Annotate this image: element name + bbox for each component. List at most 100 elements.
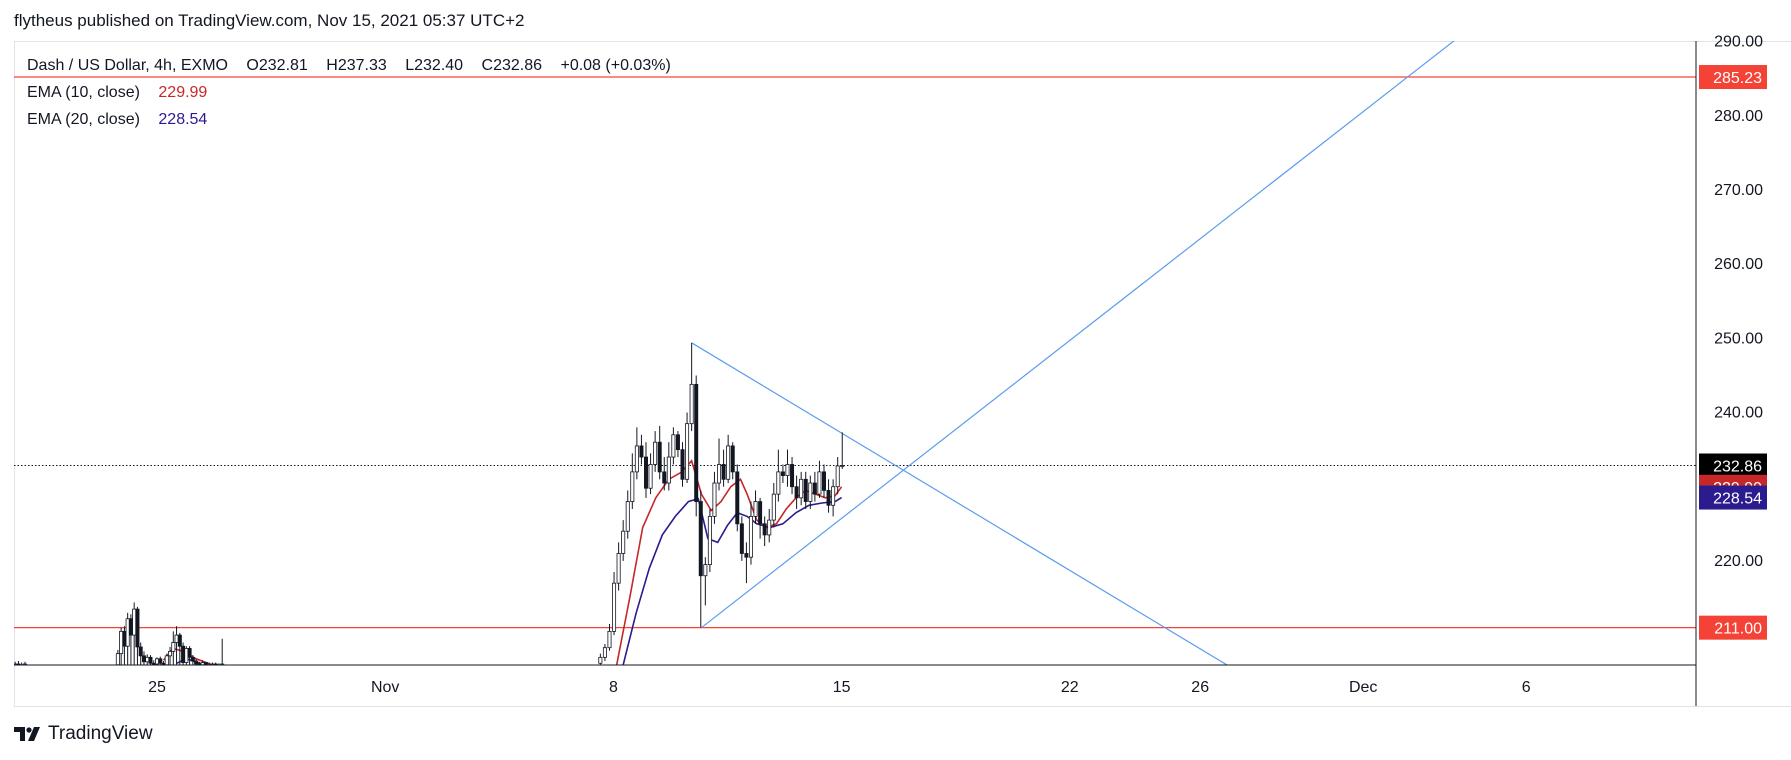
candle-body: [639, 445, 644, 458]
x-tick-label: 25: [148, 679, 166, 696]
x-tick-label: 26: [1191, 679, 1209, 696]
price-tag-0-bg: [1699, 453, 1767, 478]
candle-body: [826, 490, 831, 506]
candle-body: [662, 471, 667, 484]
candle-body: [145, 656, 150, 663]
level-price-tag-1-text: 211.00: [1714, 621, 1762, 638]
candle-body: [151, 662, 156, 665]
candle-body: [115, 653, 120, 665]
x-tick-label: 15: [833, 679, 851, 696]
candle-body: [10, 663, 13, 664]
footer-branding[interactable]: TradingView: [14, 722, 153, 746]
candle-body: [657, 441, 662, 473]
x-tick-label: 6: [1522, 679, 1531, 696]
candle-body: [785, 464, 790, 476]
candle-body: [703, 564, 708, 577]
candle-body: [194, 660, 199, 665]
ohlc-change: +0.08 (+0.03%): [560, 57, 671, 74]
candle-body: [141, 655, 146, 663]
candle-body: [730, 445, 735, 473]
candle-body: [790, 464, 795, 488]
ema20-legend-row[interactable]: EMA (20, close) 228.54: [27, 106, 671, 133]
candle-body: [148, 656, 153, 664]
price-tag-2-text: 228.54: [1713, 491, 1762, 508]
candle-body: [685, 423, 690, 480]
candle-body: [634, 445, 639, 473]
candle-body: [767, 519, 772, 536]
candle-body: [598, 656, 603, 664]
chart-legend: Dash / US Dollar, 4h, EXMO O232.81 H237.…: [27, 52, 671, 133]
candle-body: [138, 646, 143, 657]
candle-body: [817, 471, 822, 495]
plot-area: [10, 41, 1696, 665]
candle-body: [794, 486, 799, 499]
candle-body: [831, 486, 836, 506]
tradingview-logo-icon: [14, 727, 40, 741]
ema10-legend-row[interactable]: EMA (10, close) 229.99: [27, 79, 671, 106]
y-tick-label: 240.00: [1714, 405, 1763, 422]
candle-body: [735, 471, 740, 525]
candle-body: [835, 465, 840, 488]
candle-body: [621, 530, 626, 554]
candle-body: [803, 478, 808, 502]
brand-name: TradingView: [48, 723, 153, 744]
ohlc-close: C232.86: [481, 57, 543, 74]
candle-body: [203, 662, 208, 665]
candle-body: [181, 645, 186, 663]
candle-body: [164, 655, 169, 665]
candle-body: [771, 493, 776, 521]
candle-body: [653, 441, 658, 465]
candle-body: [612, 582, 617, 632]
candle-body: [119, 630, 124, 655]
x-tick-label: Nov: [371, 679, 399, 696]
candle-body: [799, 478, 804, 499]
candle-body: [125, 618, 130, 647]
candle-body: [602, 647, 607, 658]
candle-body: [717, 464, 722, 484]
level-price-tag-0-bg: [1699, 65, 1767, 90]
y-tick-label: 270.00: [1714, 182, 1763, 199]
candle-body: [177, 634, 182, 647]
candle-body: [648, 464, 653, 489]
price-tag-0-text: 232.86: [1713, 459, 1762, 476]
candle-body: [780, 471, 785, 476]
candle-body: [168, 650, 173, 657]
candle-body: [128, 618, 133, 636]
ema20-line: [622, 496, 843, 665]
candle-body: [671, 434, 676, 458]
candle-body: [675, 434, 680, 451]
candle-body: [607, 630, 612, 649]
candle-body: [758, 501, 763, 525]
price-chart[interactable]: 220.00230.00240.00250.00260.00270.00280.…: [0, 0, 1791, 720]
price-tag-2-bg: [1699, 485, 1767, 510]
symbol-ohlc-row: Dash / US Dollar, 4h, EXMO O232.81 H237.…: [27, 52, 671, 79]
candle-body: [689, 383, 694, 425]
ohlc-low: L232.40: [405, 57, 464, 74]
candle-body: [753, 501, 758, 517]
candle-body: [171, 642, 176, 652]
ohlc-high: H237.33: [326, 57, 387, 74]
candle-body: [666, 456, 671, 484]
candle-body: [154, 658, 159, 665]
ema20-value: 228.54: [158, 111, 208, 128]
candle-body: [762, 523, 767, 536]
x-tick-label: Dec: [1349, 679, 1377, 696]
ema10-value: 229.99: [158, 84, 208, 101]
candle-body: [184, 648, 189, 663]
y-tick-label: 290.00: [1714, 34, 1763, 51]
candle-body: [174, 634, 179, 643]
candle-body: [644, 456, 649, 489]
candle-body: [698, 501, 703, 577]
chart-frame: [14, 41, 1791, 707]
level-price-tag-1-bg: [1699, 615, 1767, 640]
candle-body: [707, 515, 712, 566]
candle-body: [748, 515, 753, 558]
candle-body: [694, 383, 699, 502]
candle-body: [721, 464, 726, 480]
level-price-tag-0-text: 285.23: [1713, 70, 1762, 87]
ema10-label: EMA (10, close): [27, 84, 140, 101]
x-tick-label: 22: [1061, 679, 1079, 696]
candle-body: [744, 553, 749, 558]
candle-body: [812, 482, 817, 495]
candle-body: [739, 523, 744, 554]
